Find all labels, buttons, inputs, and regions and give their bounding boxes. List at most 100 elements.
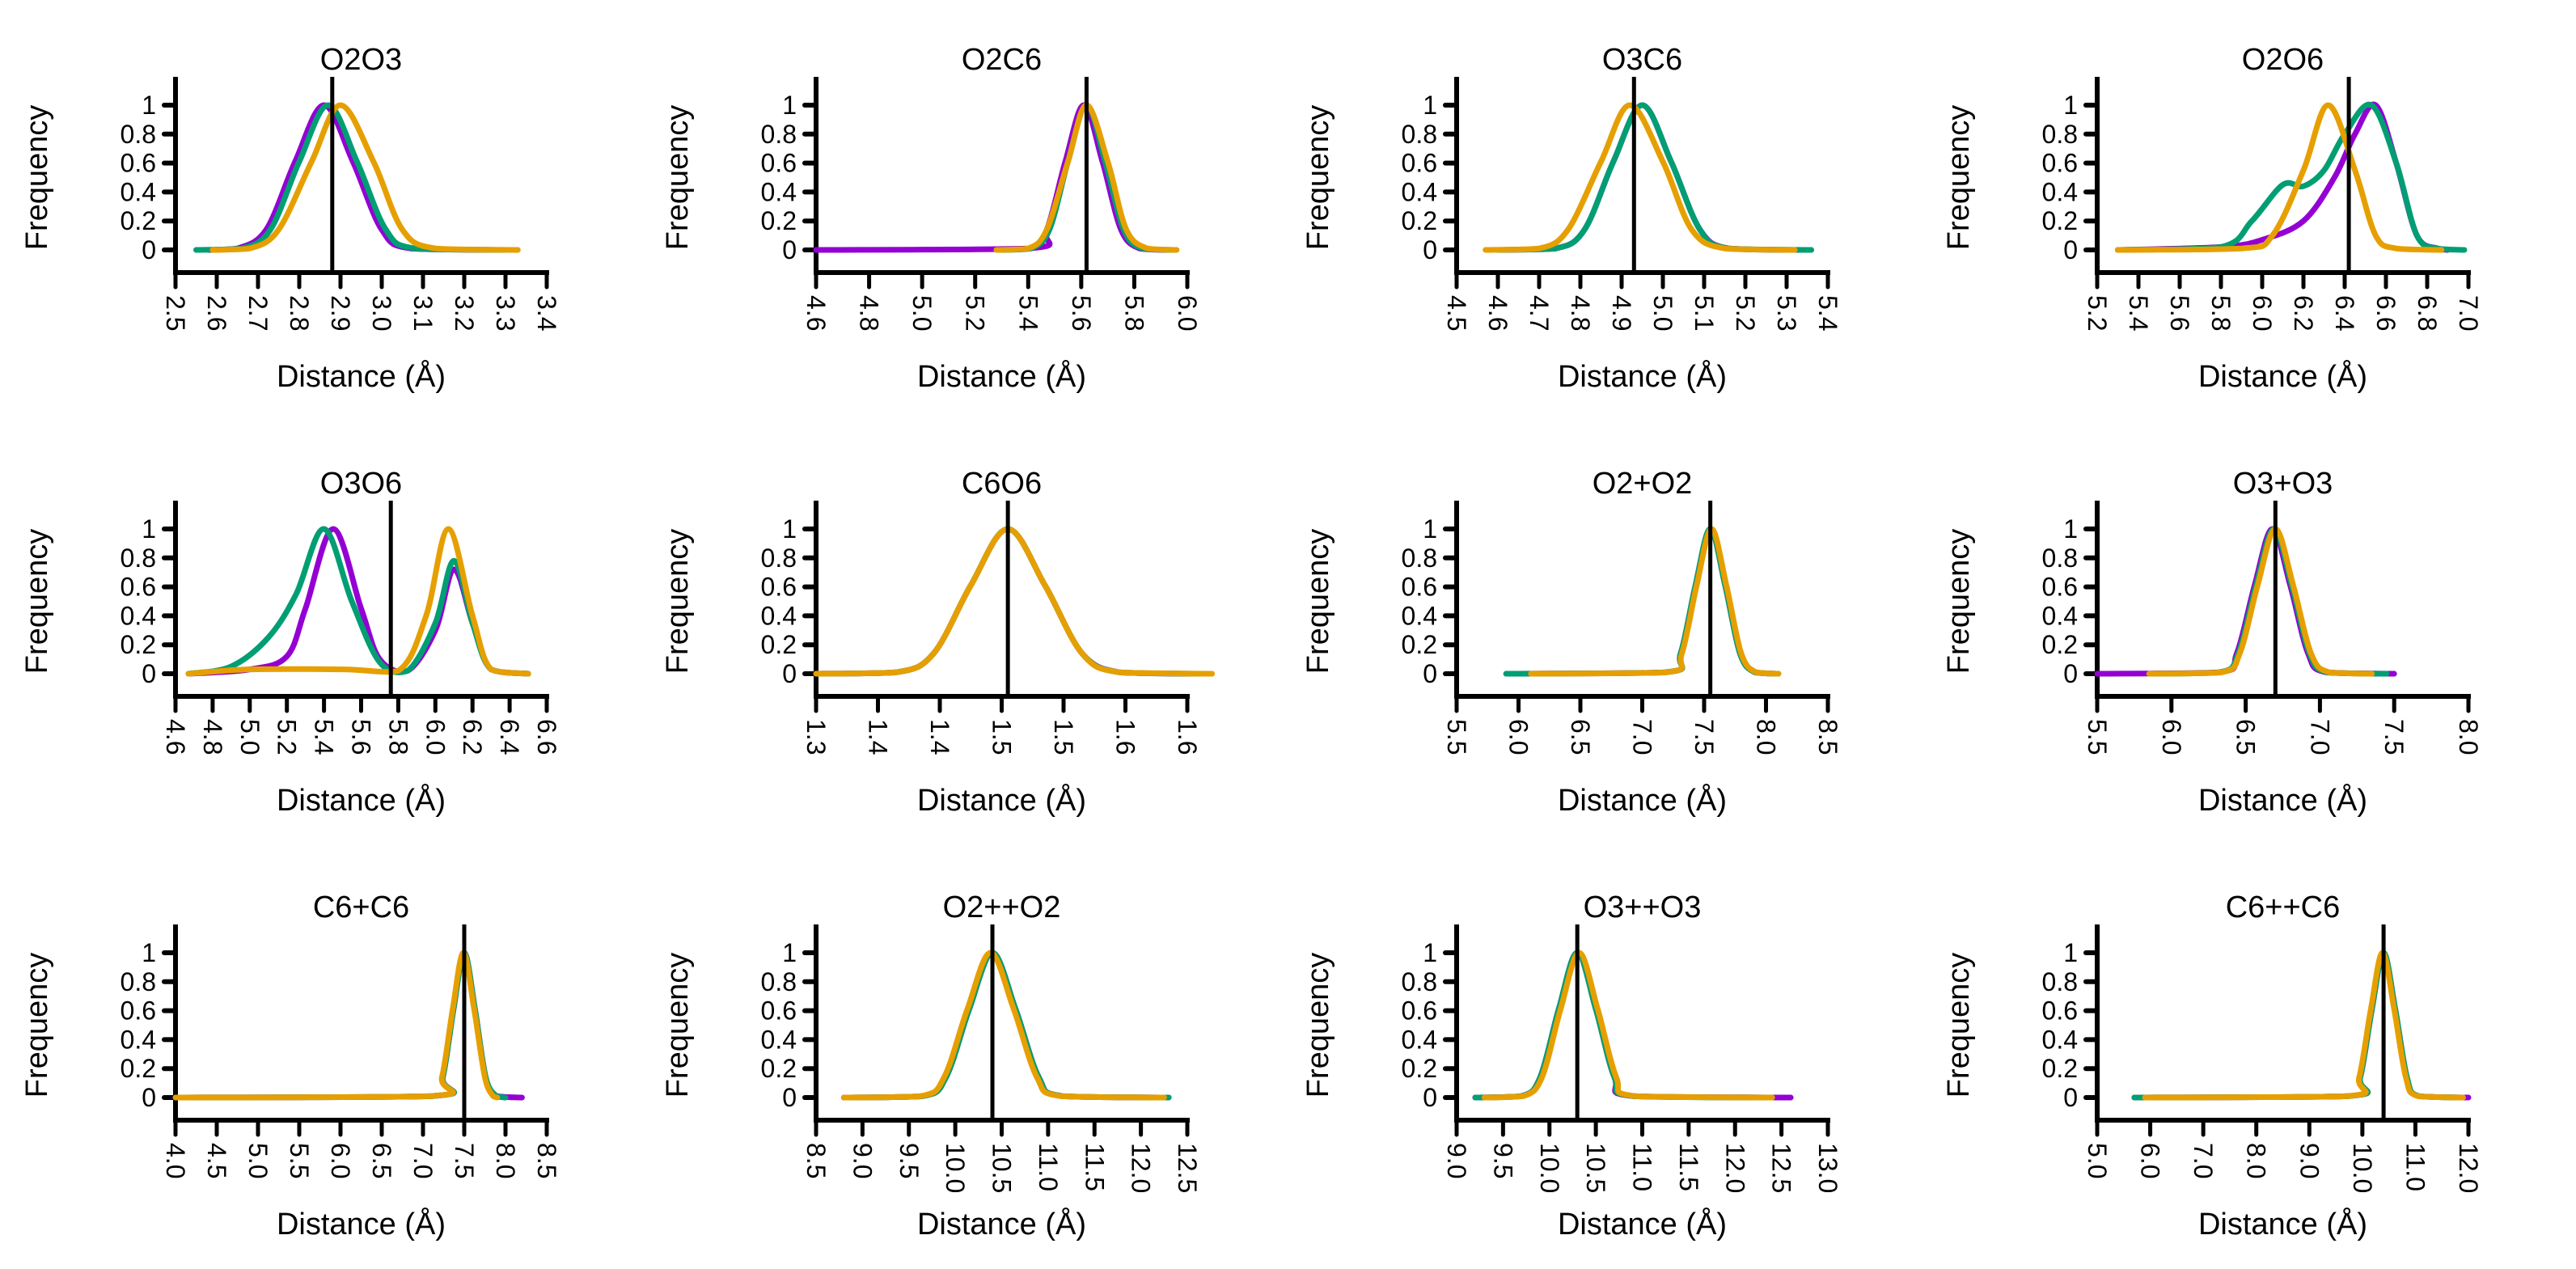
x-tick-label: 10.0 — [1535, 1143, 1564, 1193]
y-tick-label: 0 — [2063, 235, 2078, 264]
x-tick-label: 10.0 — [2348, 1143, 2377, 1193]
panel-O2O6: O2O6 Frequency Distance (Å) 00.20.40.60.81 5… — [1942, 43, 2483, 394]
y-tick-label: 0.4 — [121, 1025, 156, 1054]
y-tick-label: 0.8 — [1402, 967, 1437, 996]
x-tick-label: 2.7 — [243, 295, 273, 331]
x-tick-label: 7.0 — [2454, 295, 2483, 331]
x-tick-label: 12.0 — [1720, 1143, 1749, 1193]
x-axis-label: Distance (Å) — [2198, 358, 2367, 394]
y-tick-label: 0.8 — [2042, 967, 2078, 996]
x-tick-label: 11.5 — [1674, 1143, 1703, 1191]
x-tick-label: 1.4 — [925, 719, 954, 755]
series-line-3 — [209, 102, 521, 253]
y-tick-label: 0.8 — [2042, 544, 2078, 573]
panel-title: C6+C6 — [313, 890, 409, 924]
panel-title: C6++C6 — [2226, 890, 2341, 924]
x-tick-label: 6.4 — [2330, 295, 2359, 331]
x-tick-label: 6.0 — [2136, 1143, 2165, 1178]
x-tick-label: 5.0 — [235, 719, 264, 755]
series-line-3 — [185, 526, 531, 677]
y-tick-label: 1 — [782, 514, 797, 544]
y-tick-label: 1 — [2063, 91, 2078, 120]
x-tick-label: 11.0 — [1628, 1143, 1657, 1191]
y-axis-label: Frequency — [661, 529, 695, 675]
y-tick-label: 0.2 — [121, 1054, 156, 1083]
x-tick-label: 2.5 — [161, 295, 190, 331]
y-tick-label: 0.2 — [761, 206, 797, 235]
x-tick-label: 9.5 — [895, 1143, 924, 1178]
panel-title: O2++O2 — [943, 890, 1061, 924]
x-tick-label: 5.2 — [273, 719, 302, 755]
x-axis-label: Distance (Å) — [917, 782, 1086, 818]
y-tick-label: 0.4 — [2042, 177, 2078, 206]
y-axis-label: Frequency — [661, 953, 695, 1098]
x-tick-label: 11.5 — [1080, 1143, 1109, 1191]
y-tick-label: 0.4 — [761, 601, 797, 630]
series-line-2 — [1503, 526, 1782, 677]
series-line-1 — [813, 526, 1191, 677]
x-tick-label: 5.0 — [243, 1143, 273, 1178]
y-tick-label: 0 — [782, 235, 797, 264]
y-tick-label: 1 — [1423, 514, 1437, 544]
y-tick-label: 0.6 — [121, 996, 156, 1026]
x-tick-label: 5.8 — [1119, 295, 1148, 331]
series-line-2 — [1472, 950, 1775, 1101]
x-tick-label: 6.0 — [421, 719, 450, 755]
y-tick-label: 0.2 — [1402, 1054, 1437, 1083]
x-tick-label: 1.6 — [1111, 719, 1140, 755]
x-tick-label: 5.4 — [2124, 295, 2153, 331]
x-tick-label: 4.8 — [855, 295, 884, 331]
x-tick-label: 7.0 — [2189, 1143, 2218, 1178]
x-tick-label: 6.5 — [367, 1143, 396, 1178]
x-tick-label: 7.5 — [450, 1143, 479, 1178]
y-tick-label: 0.8 — [1402, 120, 1437, 149]
x-axis-label: Distance (Å) — [917, 358, 1086, 394]
series-line-2 — [193, 102, 509, 253]
panel-O2+O2: O2+O2 Frequency Distance (Å) 00.20.40.60.81… — [1301, 467, 1842, 818]
panel-title: O3++O3 — [1584, 890, 1702, 924]
x-tick-label: 12.5 — [1173, 1143, 1202, 1193]
y-tick-label: 0.6 — [761, 996, 797, 1026]
y-tick-label: 0.4 — [761, 177, 797, 206]
x-tick-label: 6.4 — [495, 719, 524, 755]
x-tick-label: 8.5 — [532, 1143, 561, 1178]
x-tick-label: 5.2 — [1731, 295, 1760, 331]
x-tick-label: 5.6 — [1067, 295, 1096, 331]
x-tick-label: 3.3 — [491, 295, 520, 331]
y-tick-label: 0.2 — [2042, 630, 2078, 659]
x-tick-label: 4.7 — [1525, 295, 1554, 331]
x-tick-label: 8.0 — [2454, 719, 2483, 755]
panel-title: O2O6 — [2242, 43, 2324, 77]
y-axis-label: Frequency — [1942, 105, 1976, 251]
x-tick-label: 5.5 — [1442, 719, 1471, 755]
x-tick-label: 4.0 — [161, 1143, 190, 1178]
x-tick-label: 6.5 — [1566, 719, 1595, 755]
x-tick-label: 8.5 — [1813, 719, 1842, 755]
x-tick-label: 4.6 — [1483, 295, 1512, 331]
x-tick-label: 7.5 — [2379, 719, 2409, 755]
x-tick-label: 5.6 — [347, 719, 376, 755]
series-line-2 — [2115, 101, 2468, 253]
x-tick-label: 5.4 — [310, 719, 339, 755]
x-tick-label: 10.5 — [988, 1143, 1017, 1193]
panel-title: O3+O3 — [2233, 467, 2333, 501]
y-tick-label: 0.8 — [121, 967, 156, 996]
y-tick-label: 0 — [782, 1083, 797, 1112]
x-tick-label: 2.8 — [285, 295, 314, 331]
series-line-2 — [1495, 102, 1815, 253]
panel-C6O6: C6O6 Frequency Distance (Å) 00.20.40.60.81 1… — [661, 467, 1216, 818]
x-tick-label: 6.2 — [458, 719, 487, 755]
x-axis-label: Distance (Å) — [277, 1206, 446, 1242]
y-tick-label: 1 — [2063, 514, 2078, 544]
x-tick-label: 4.9 — [1607, 295, 1636, 331]
y-tick-label: 1 — [1423, 91, 1437, 120]
y-tick-label: 0.6 — [121, 573, 156, 602]
panel-O2++O2: O2++O2 Frequency Distance (Å) 00.20.40.60.8… — [661, 890, 1202, 1242]
x-tick-label: 5.2 — [961, 295, 990, 331]
x-tick-label: 11.0 — [1034, 1143, 1063, 1191]
panel-title: O2O3 — [320, 43, 402, 77]
series-line-2 — [840, 950, 1172, 1101]
x-tick-label: 6.8 — [2413, 295, 2442, 331]
x-tick-label: 1.5 — [1049, 719, 1078, 755]
